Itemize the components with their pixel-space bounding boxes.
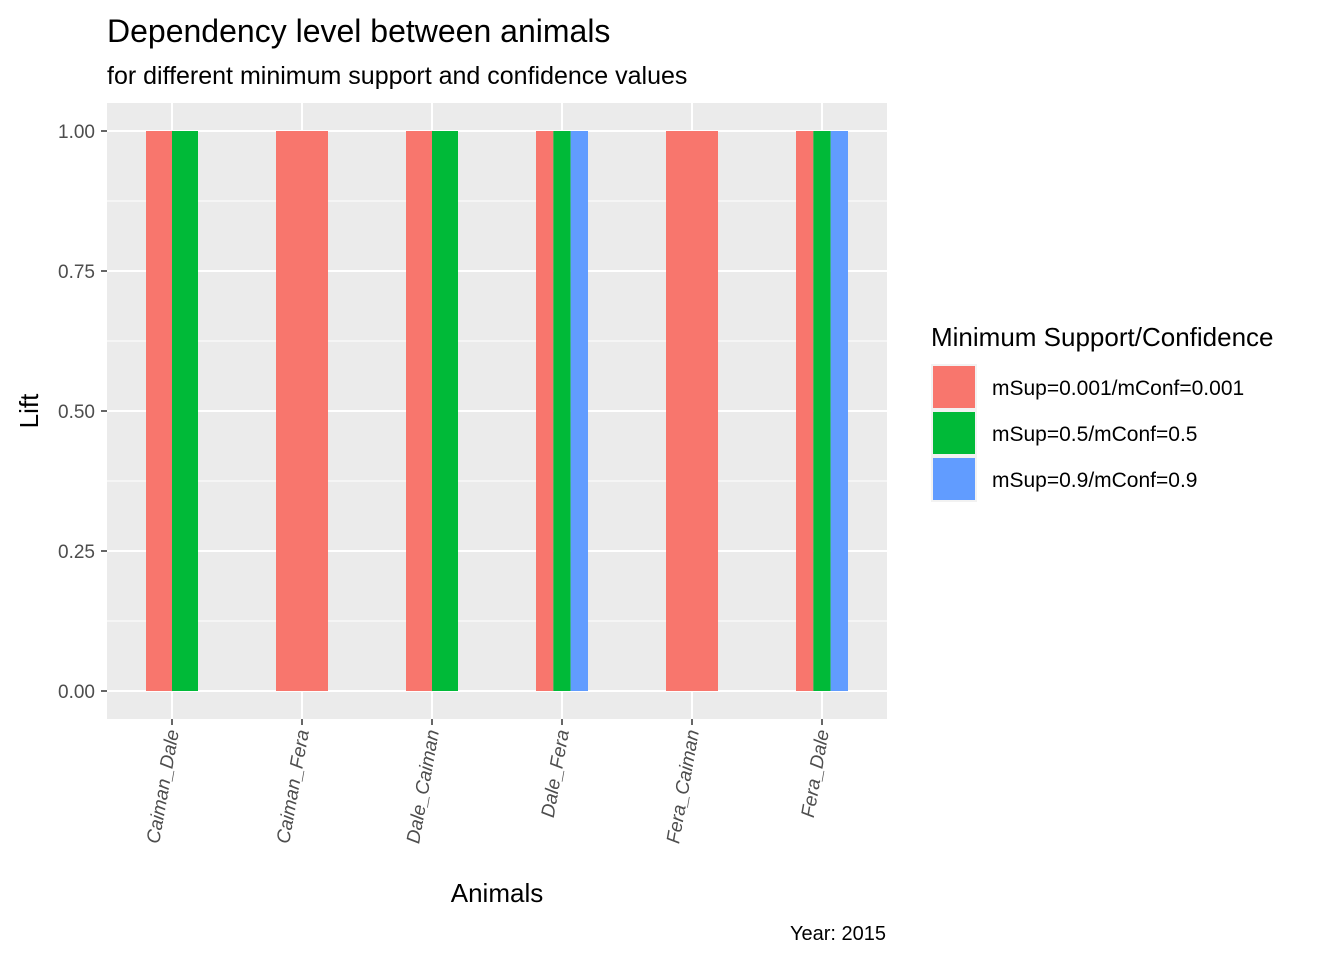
y-tick-label: 0.00 bbox=[58, 682, 95, 703]
bars bbox=[146, 131, 848, 691]
chart-subtitle: for different minimum support and confid… bbox=[107, 62, 687, 90]
legend-label: mSup=0.9/mConf=0.9 bbox=[992, 469, 1197, 492]
legend-swatch bbox=[933, 366, 975, 408]
bar bbox=[796, 131, 814, 691]
legend-title: Minimum Support/Confidence bbox=[931, 322, 1274, 352]
legend-swatch bbox=[933, 412, 975, 454]
x-tick-label: Fera_Dale bbox=[798, 728, 834, 819]
bar bbox=[666, 131, 718, 691]
y-tick-label: 0.75 bbox=[58, 262, 95, 283]
legend-label: mSup=0.001/mConf=0.001 bbox=[992, 377, 1244, 400]
x-tick-label: Dale_Caiman bbox=[403, 728, 444, 845]
y-axis-title: Lift bbox=[14, 393, 44, 428]
bar bbox=[146, 131, 172, 691]
chart-caption: Year: 2015 bbox=[790, 923, 886, 945]
legend-label: mSup=0.5/mConf=0.5 bbox=[992, 423, 1197, 446]
bar bbox=[536, 131, 554, 691]
x-axis-title: Animals bbox=[451, 878, 543, 908]
x-tick-label: Fera_Caiman bbox=[663, 728, 704, 845]
y-tick-label: 0.50 bbox=[58, 402, 95, 423]
bar bbox=[570, 131, 588, 691]
legend-swatch bbox=[933, 458, 975, 500]
bar bbox=[276, 131, 328, 691]
bar bbox=[830, 131, 848, 691]
chart-title: Dependency level between animals bbox=[107, 13, 610, 49]
legend: Minimum Support/Confidence mSup=0.001/mC… bbox=[931, 322, 1274, 502]
y-tick-label: 1.00 bbox=[58, 122, 95, 143]
bar bbox=[813, 131, 831, 691]
x-tick-label: Caiman_Dale bbox=[143, 728, 184, 845]
x-tick-label: Dale_Fera bbox=[538, 728, 574, 819]
bar bbox=[172, 131, 198, 691]
y-tick-label: 0.25 bbox=[58, 542, 95, 563]
bar bbox=[406, 131, 432, 691]
x-tick-label: Caiman_Fera bbox=[273, 728, 314, 845]
bar bbox=[553, 131, 571, 691]
bar bbox=[432, 131, 458, 691]
